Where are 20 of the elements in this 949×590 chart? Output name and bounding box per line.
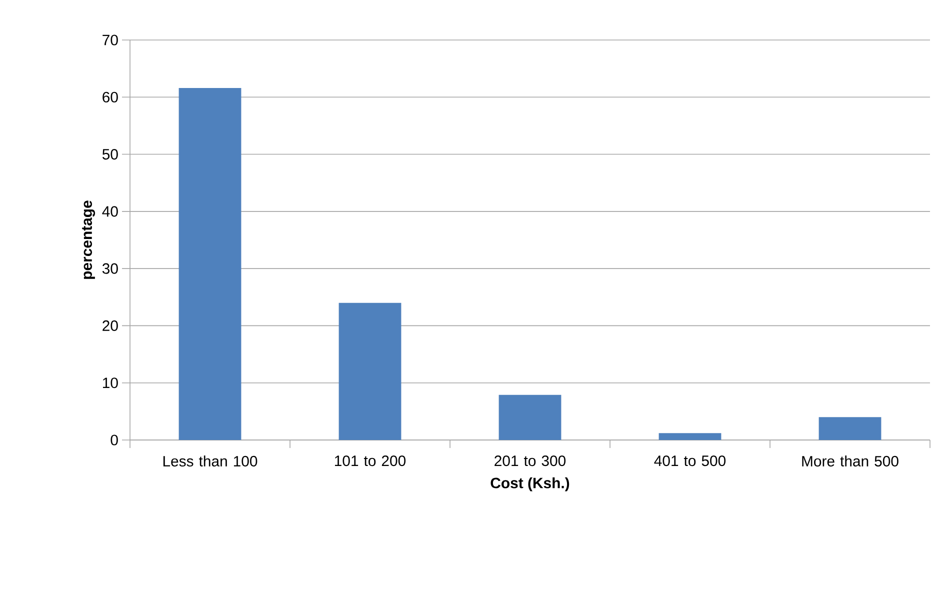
x-tick-label: 101 to 200 <box>335 456 406 466</box>
bar <box>498 394 562 440</box>
x-axis-title: Cost (Ksh.) <box>490 477 570 492</box>
y-tick-label: 70 <box>102 34 118 46</box>
y-tick-label: 50 <box>102 148 118 160</box>
bar <box>338 302 402 440</box>
y-tick-label: 30 <box>102 263 118 274</box>
x-tick-label: 201 to 300 <box>494 456 566 466</box>
y-tick-label: 10 <box>103 378 118 388</box>
y-axis-title: percentage <box>82 200 96 279</box>
y-tick-label: 20 <box>102 320 118 331</box>
bar <box>658 433 722 440</box>
x-tick-label: More than 500 <box>802 456 898 466</box>
y-tick-label: 0 <box>110 434 118 446</box>
x-tick-label: Less than 100 <box>163 456 258 466</box>
x-tick-label: 401 to 500 <box>654 456 726 466</box>
bar <box>178 88 242 440</box>
y-tick-label: 60 <box>102 92 118 102</box>
bar <box>818 417 882 440</box>
y-tick-label: 40 <box>102 206 118 217</box>
